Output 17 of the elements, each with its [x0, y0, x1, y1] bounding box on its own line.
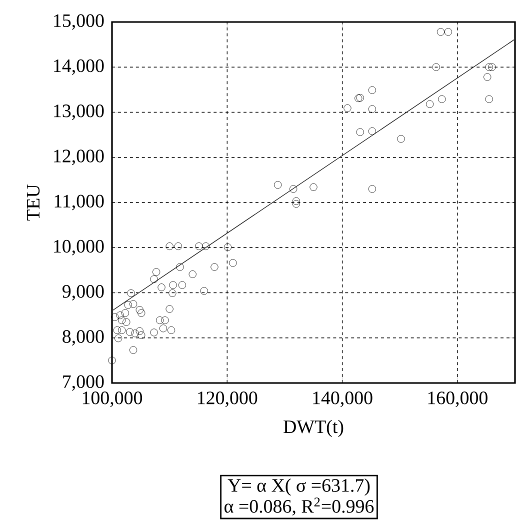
x-tick-label: 140,000 — [313, 392, 372, 407]
text: α =0.086, R$^{2}$=0.996 — [224, 498, 374, 516]
y-tick-label: 12,000 — [54, 150, 104, 166]
y-tick-label: 15,000 — [54, 14, 104, 30]
x-axis-title: DWT(t) — [284, 420, 344, 437]
y-tick-label: 13,000 — [54, 104, 104, 120]
text: Y= α X( σ =631.7) — [228, 478, 370, 496]
y-tick-label: 11,000 — [54, 194, 104, 210]
y-tick-label: 8,000 — [62, 330, 104, 346]
y-tick-label: 14,000 — [54, 59, 104, 75]
y-tick-label: 10,000 — [54, 240, 104, 256]
x-tick-label: 120,000 — [198, 392, 258, 407]
x-tick-label: 160,000 — [428, 392, 488, 407]
y-tick-label: 7,000 — [63, 375, 104, 391]
y-tick-label: 9,000 — [62, 285, 104, 300]
x-tick-label: 100,000 — [82, 392, 142, 407]
y-axis-title: TEU — [27, 184, 40, 221]
